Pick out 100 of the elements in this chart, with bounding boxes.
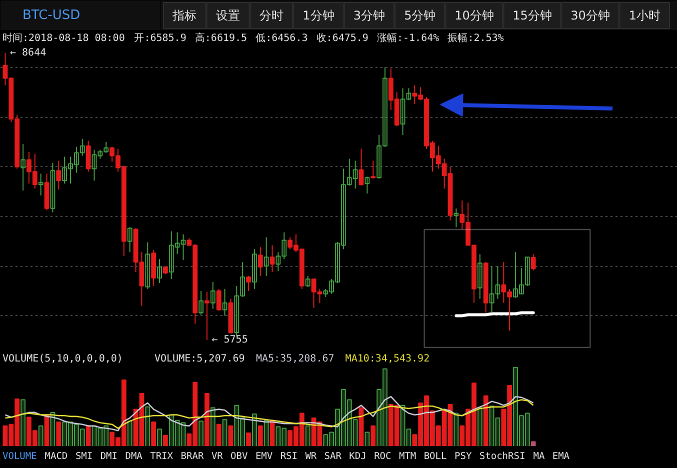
bar [335, 408, 340, 446]
bar [489, 406, 494, 446]
bar [151, 421, 156, 446]
text: 设置 [216, 8, 240, 22]
bar [246, 432, 251, 446]
bar [74, 424, 79, 446]
bar [174, 420, 180, 446]
text: EMV [255, 451, 273, 462]
text: 时间:2018-08-18 08:00 [2, 32, 125, 44]
bar [234, 404, 240, 446]
bar [352, 419, 358, 446]
text: 涨幅:-1.64% [377, 32, 440, 44]
text: 1分钟 [302, 8, 334, 22]
bar [406, 428, 412, 446]
text: VR [211, 451, 224, 462]
candlestick [454, 208, 459, 228]
candlestick [145, 242, 150, 290]
text: BOLL [424, 451, 447, 462]
bar [305, 425, 310, 446]
bar [370, 425, 376, 446]
bar [282, 428, 287, 446]
text: RSI [280, 451, 298, 462]
text: TRIX [150, 451, 174, 462]
bar [340, 389, 346, 446]
candlestick [204, 291, 210, 341]
candlestick [127, 226, 132, 253]
annotation: ← 5755 [212, 334, 248, 346]
text: 分时 [259, 8, 284, 22]
bar [62, 421, 68, 446]
candlestick [86, 140, 91, 172]
bar [145, 406, 150, 446]
bar [477, 407, 482, 446]
text: MACD [44, 451, 68, 462]
text: 低:6456.3 [256, 33, 308, 44]
bar [216, 424, 222, 446]
bar [80, 428, 85, 446]
text: 3分钟 [353, 8, 386, 22]
text: EMA [552, 451, 570, 462]
bar [264, 420, 269, 446]
candlestick [246, 275, 251, 292]
text: 10分钟 [454, 8, 494, 22]
annotation: ← 8644 [10, 48, 46, 59]
bar [98, 428, 103, 446]
text: 1小时 [628, 8, 660, 22]
candlestick [157, 258, 162, 284]
bar [518, 415, 524, 446]
text: 收:6475.9 [316, 33, 368, 44]
candlestick [358, 148, 364, 186]
text: VOLUME:5,207.69 [154, 353, 245, 364]
text: DMA [125, 451, 143, 462]
bar [252, 414, 257, 446]
text: MA5:35,208.67 [256, 353, 334, 364]
text: MTM [398, 451, 416, 462]
bar [454, 412, 459, 446]
text: SMI [75, 451, 93, 462]
text: 15分钟 [512, 8, 552, 22]
candlestick [530, 254, 536, 271]
text: PSY [454, 451, 472, 462]
bar [530, 441, 536, 446]
bar [38, 425, 44, 446]
bar [364, 432, 370, 446]
text: MA [533, 451, 545, 462]
bar [157, 428, 162, 446]
bar [68, 421, 73, 446]
text: 30分钟 [570, 8, 610, 22]
text: StochRSI [479, 451, 526, 462]
text: 指标 [172, 8, 197, 22]
bar [329, 432, 334, 446]
bar [495, 418, 500, 446]
bar [240, 418, 246, 446]
bar [346, 399, 352, 446]
bar [198, 420, 204, 446]
chart-title: VOLUME(5,10,0,0,0,0) [2, 353, 123, 364]
candlestick [38, 173, 44, 196]
text: WR [305, 451, 317, 462]
bar [258, 425, 263, 446]
candlestick [252, 248, 257, 290]
text: SAR [324, 451, 342, 462]
candlestick [56, 160, 62, 190]
text: ROC [374, 451, 392, 462]
text: 高:6619.5 [194, 32, 248, 44]
bar [204, 392, 210, 446]
text: KDJ [349, 451, 366, 462]
candlestick [222, 288, 228, 316]
bar [127, 420, 132, 446]
bar [376, 389, 382, 446]
candlestick [198, 290, 204, 316]
bar [222, 419, 228, 446]
text: DMI [100, 451, 118, 462]
candlestick [216, 288, 222, 312]
bar [228, 425, 234, 446]
bar [86, 425, 91, 446]
text: BRAR [180, 451, 204, 462]
text: 开:6585.9 [134, 33, 186, 44]
bar [56, 421, 62, 446]
bar [168, 414, 174, 446]
text: VOLUME [2, 451, 38, 462]
candlestick [50, 162, 56, 213]
chart-title: BTC-USD [22, 8, 80, 23]
bar [162, 434, 168, 446]
